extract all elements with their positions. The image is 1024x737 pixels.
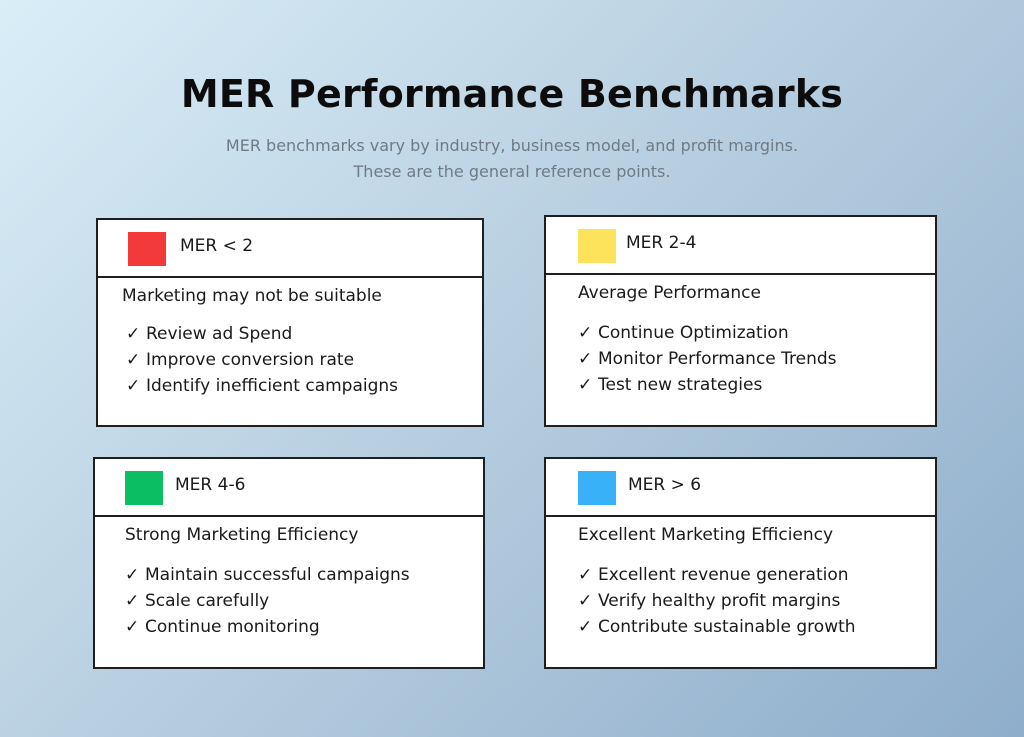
card-range-label: MER 2-4 xyxy=(626,233,697,253)
benchmark-card-strong: MER 4-6 Strong Marketing Efficiency ✓ Mai… xyxy=(93,457,485,669)
card-heading: Average Performance xyxy=(578,283,761,303)
card-heading: Marketing may not be suitable xyxy=(122,286,382,306)
page-title: MER Performance Benchmarks xyxy=(180,72,844,116)
color-swatch-red xyxy=(128,232,166,266)
check-icon: ✓ xyxy=(578,565,593,585)
color-swatch-blue xyxy=(578,471,616,505)
check-icon: ✓ xyxy=(125,591,140,611)
card-checklist: ✓ Review ad Spend ✓ Improve conversion rat… xyxy=(126,321,398,399)
check-icon: ✓ xyxy=(125,565,140,585)
check-icon: ✓ xyxy=(578,617,593,637)
benchmark-card-excellent: MER > 6 Excellent Marketing Efficiency ✓… xyxy=(544,457,937,669)
card-checklist: ✓ Continue Optimization ✓ Monitor Performa… xyxy=(578,320,837,398)
check-icon: ✓ xyxy=(126,350,141,370)
checklist-item: ✓ Monitor Performance Trends xyxy=(578,346,837,372)
checklist-item: ✓ Identify inefficient campaigns xyxy=(126,373,398,399)
benchmark-card-average: MER 2-4 Average Performance ✓ Continue Op… xyxy=(544,215,937,427)
check-icon: ✓ xyxy=(125,617,140,637)
check-icon: ✓ xyxy=(578,591,593,611)
check-icon: ✓ xyxy=(126,376,141,396)
color-swatch-yellow xyxy=(578,229,616,263)
checklist-item: ✓ Continue monitoring xyxy=(125,614,410,640)
checklist-item: ✓ Continue Optimization xyxy=(578,320,837,346)
check-icon: ✓ xyxy=(578,323,593,343)
checklist-item: ✓ Review ad Spend xyxy=(126,321,398,347)
checklist-item: ✓ Contribute sustainable growth xyxy=(578,614,856,640)
color-swatch-green xyxy=(125,471,163,505)
checklist-item: ✓ Maintain successful campaigns xyxy=(125,562,410,588)
card-header: MER > 6 xyxy=(546,459,935,517)
card-header: MER < 2 xyxy=(98,220,482,278)
check-icon: ✓ xyxy=(578,375,593,395)
checklist-item: ✓ Improve conversion rate xyxy=(126,347,398,373)
card-header: MER 2-4 xyxy=(546,217,935,275)
check-icon: ✓ xyxy=(126,324,141,344)
card-range-label: MER > 6 xyxy=(628,475,702,495)
checklist-item: ✓ Excellent revenue generation xyxy=(578,562,856,588)
page-subtitle: MER benchmarks vary by industry, busines… xyxy=(225,136,799,181)
card-range-label: MER < 2 xyxy=(180,236,254,256)
checklist-item: ✓ Test new strategies xyxy=(578,372,837,398)
check-icon: ✓ xyxy=(578,349,593,369)
checklist-item: ✓ Verify healthy profit margins xyxy=(578,588,856,614)
card-checklist: ✓ Maintain successful campaigns ✓ Scale ca… xyxy=(125,562,410,640)
card-heading: Strong Marketing Efficiency xyxy=(125,525,359,545)
card-heading: Excellent Marketing Efficiency xyxy=(578,525,834,545)
card-checklist: ✓ Excellent revenue generation ✓ Verify he… xyxy=(578,562,856,640)
benchmark-card-low: MER < 2 Marketing may not be suitable ✓ R… xyxy=(96,218,484,427)
card-range-label: MER 4-6 xyxy=(175,475,246,495)
checklist-item: ✓ Scale carefully xyxy=(125,588,410,614)
card-header: MER 4-6 xyxy=(95,459,483,517)
